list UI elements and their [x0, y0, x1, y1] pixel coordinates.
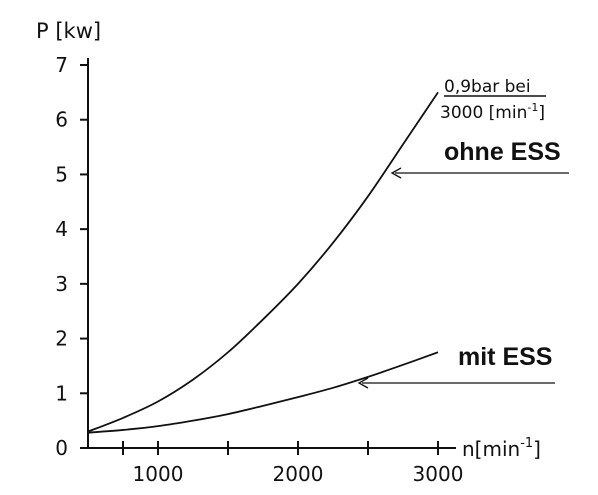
x-tick-label: 3000: [413, 462, 464, 486]
y-tick-label: 7: [55, 53, 68, 77]
y-tick-label: 6: [55, 108, 68, 132]
x-axis-label: n[min-1]: [462, 436, 541, 461]
x-axis-label-close: ]: [533, 437, 541, 461]
y-tick-label: 0: [55, 436, 68, 460]
y-tick-label: 5: [55, 162, 68, 186]
annotation-top-line2-close: ]: [538, 103, 545, 123]
y-axis-label: P [kw]: [36, 19, 101, 43]
y-ticks: 0 1 2 3 4 5 6 7: [55, 53, 88, 460]
x-tick-label: 1000: [133, 462, 184, 486]
series-line-mit-ess: [87, 351, 439, 434]
y-tick-label: 2: [55, 327, 68, 351]
x-tick-label: 2000: [273, 462, 324, 486]
arrowhead-ohne-ess: [390, 167, 402, 179]
series-group: [87, 91, 439, 434]
series-line-ohne-ess: [87, 91, 439, 433]
x-axis-label-text: n[min: [462, 437, 520, 461]
x-axis-label-sup: -1: [520, 436, 533, 451]
annotation-top-line2: 3000 [min-1]: [440, 101, 545, 123]
annotation-top-line2-text: 3000 [min: [440, 103, 527, 123]
series-label-ohne-ess: ohne ESS: [444, 138, 561, 166]
annotation-top-line2-sup: -1: [527, 101, 538, 114]
x-ticks: 1000 2000 3000: [122, 441, 464, 486]
y-tick-label: 1: [55, 381, 68, 405]
y-tick-label: 3: [55, 272, 68, 296]
y-tick-label: 4: [55, 217, 68, 241]
series-label-mit-ess: mit ESS: [458, 343, 552, 371]
annotation-top-line1: 0,9bar bei: [444, 77, 531, 97]
arrowhead-mit-ess: [357, 377, 369, 389]
